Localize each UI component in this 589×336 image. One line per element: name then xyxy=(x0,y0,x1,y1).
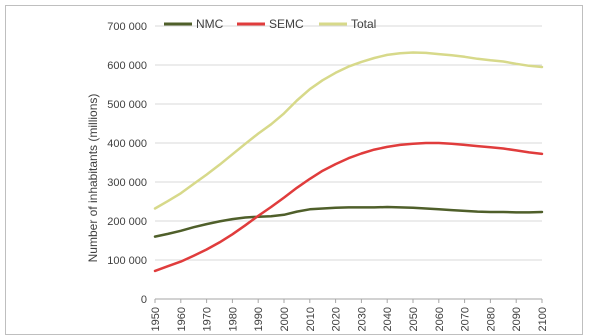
series-line-total xyxy=(153,51,544,210)
legend: NMC SEMC Total xyxy=(164,17,376,31)
x-tick-label: 2100 xyxy=(537,307,549,331)
x-tick-label: 1960 xyxy=(176,307,188,331)
x-tick-label: 2050 xyxy=(408,307,420,331)
x-tick-label: 1990 xyxy=(253,307,265,331)
x-tick-label: 2060 xyxy=(434,307,446,331)
y-tick-label: 300 000 xyxy=(107,177,147,189)
x-tick-label: 2020 xyxy=(331,307,343,331)
x-tick-label: 2010 xyxy=(305,307,317,331)
y-axis-ticks: 0 100 000 200 000 300 000 400 000 500 000 600 … xyxy=(107,21,147,306)
x-tick-label: 2090 xyxy=(511,307,523,331)
x-tick-label: 1980 xyxy=(227,307,239,331)
axes xyxy=(154,298,543,303)
y-tick-label: 100 000 xyxy=(107,255,147,267)
gridlines xyxy=(155,25,542,261)
legend-label-semc: SEMC xyxy=(269,17,304,31)
chart-frame: 0 100 000 200 000 300 000 400 000 500 000 600 … xyxy=(5,5,583,335)
x-tick-label: 2070 xyxy=(460,307,472,331)
x-tick-label: 2080 xyxy=(485,307,497,331)
y-axis-label: Number of inhabitants (millions) xyxy=(86,94,100,263)
x-tick-label: 1950 xyxy=(150,307,162,331)
x-axis-ticks: 1950 1960 1970 1980 1990 2000 2010 2020 2030 2040… xyxy=(150,307,549,331)
x-tick-label: 1970 xyxy=(202,307,214,331)
x-tick-label: 2030 xyxy=(356,307,368,331)
y-tick-label: 200 000 xyxy=(107,216,147,228)
y-tick-label: 500 000 xyxy=(107,99,147,111)
series-line-semc xyxy=(153,141,544,273)
x-tick-label: 2040 xyxy=(382,307,394,331)
series-line-nmc xyxy=(153,205,544,238)
y-tick-label: 400 000 xyxy=(107,138,147,150)
line-chart: 0 100 000 200 000 300 000 400 000 500 000 600 … xyxy=(86,17,549,331)
legend-label-total: Total xyxy=(351,17,376,31)
x-tick-label: 2000 xyxy=(279,307,291,331)
y-tick-label: 600 000 xyxy=(107,60,147,72)
legend-label-nmc: NMC xyxy=(196,17,224,31)
series-lines xyxy=(153,51,544,273)
y-tick-label: 700 000 xyxy=(107,21,147,33)
y-tick-label: 0 xyxy=(141,294,147,306)
